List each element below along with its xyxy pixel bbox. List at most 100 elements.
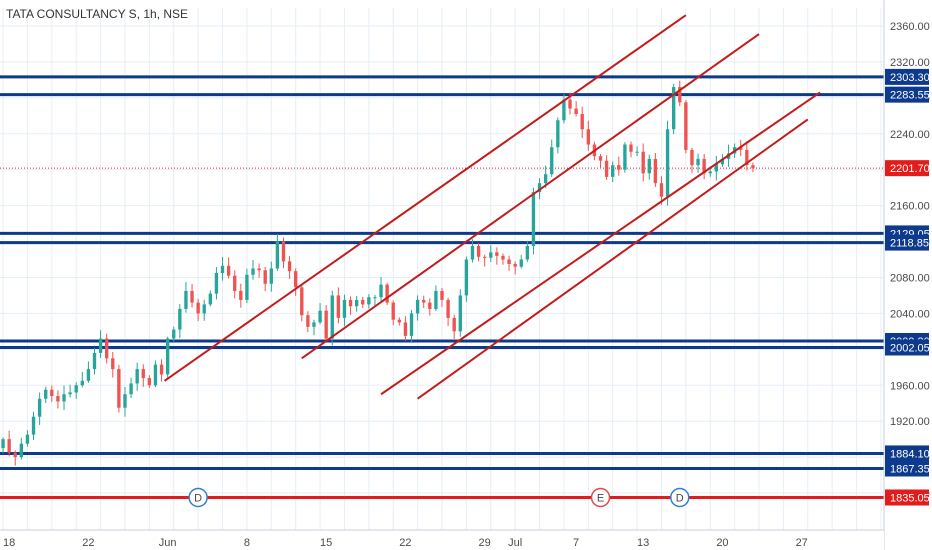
candle-body (92, 352, 97, 370)
price-tick-label: 2040.00 (890, 308, 930, 320)
price-tick-label: 1960.00 (890, 380, 930, 392)
candle-body (98, 338, 103, 353)
candle-body (129, 383, 133, 395)
candle-body (580, 113, 584, 130)
candle-body (574, 108, 578, 114)
candle-body (647, 158, 651, 174)
candle-body (318, 310, 322, 323)
candle-body (452, 317, 456, 332)
price-tag-label: 2002.05 (890, 342, 930, 354)
candle-body (135, 369, 139, 384)
candle-body (720, 158, 725, 165)
candle-body (196, 302, 200, 314)
candle-body (415, 299, 420, 314)
candle-body (446, 299, 450, 318)
candle-body (1, 439, 5, 449)
candle-body (25, 434, 30, 444)
time-tick-label: 22 (82, 537, 94, 549)
candle-body (684, 102, 688, 150)
candle-body (629, 144, 633, 152)
trend-line[interactable] (164, 14, 687, 382)
candle-body (37, 398, 42, 417)
trend-line[interactable] (380, 91, 821, 396)
candle-body (159, 364, 164, 375)
candle-body (147, 378, 152, 386)
trend-channel-lines[interactable] (164, 14, 821, 400)
candle-body (751, 165, 755, 169)
candle-body (635, 151, 639, 153)
candle-body (123, 394, 127, 408)
candle-body (348, 299, 353, 307)
candle-body (482, 256, 487, 258)
candle-body (312, 322, 316, 327)
candle-body (422, 299, 426, 303)
candle-body (373, 297, 377, 299)
candle-body (702, 158, 706, 174)
price-axis[interactable]: 2360.002320.002280.002240.002200.002160.… (883, 0, 932, 550)
candle-body (513, 264, 517, 267)
candle-body (336, 295, 341, 318)
event-marker-e[interactable] (590, 487, 611, 508)
time-axis[interactable]: 18 22 Jun 8 15 22 29 Jul 7 13 20 27 (0, 529, 884, 550)
candle-body (300, 287, 304, 316)
candle-body (306, 315, 310, 327)
candle-body (464, 259, 469, 296)
chart-grid (0, 8, 884, 530)
price-tag (885, 86, 929, 103)
candle-body (623, 144, 627, 170)
candle-body (111, 358, 115, 370)
candle-body (31, 416, 36, 435)
price-tag (885, 339, 929, 356)
price-tag-label: 2283.55 (890, 90, 930, 102)
candle-body (178, 308, 182, 330)
price-tick-label: 2160.00 (890, 201, 930, 213)
candle-body (367, 297, 371, 305)
price-tag-label: 2118.85 (890, 238, 929, 250)
chart-title: TATA CONSULTANCY S, 1h, NSE (6, 7, 188, 21)
candle-body (13, 452, 17, 458)
candle-body (690, 149, 694, 166)
candle-body (141, 369, 145, 379)
candle-body (568, 99, 572, 109)
candle-body (562, 99, 566, 121)
candle-body (428, 302, 432, 309)
price-tag (885, 460, 929, 477)
event-marker-d[interactable] (670, 487, 690, 508)
candle-body (617, 165, 621, 170)
candle-body (190, 290, 194, 303)
candle-body (105, 338, 109, 359)
time-tick-label: 13 (637, 537, 649, 549)
candle-body (287, 261, 292, 272)
candle-body (739, 147, 743, 150)
candle-body (641, 151, 645, 174)
candle-body (117, 369, 121, 408)
price-tick-label: 2320.00 (890, 57, 930, 69)
event-marker-d[interactable] (188, 487, 208, 508)
candle-body (434, 290, 438, 309)
candle-body (44, 389, 48, 399)
candle-body (324, 310, 328, 339)
candle-body (239, 290, 243, 300)
candle-body (269, 268, 273, 284)
candle-body (245, 274, 249, 300)
candle-body (184, 290, 188, 309)
candle-body (62, 394, 66, 402)
trend-line[interactable] (301, 33, 760, 360)
candle-body (19, 443, 24, 458)
candle-body (665, 129, 670, 197)
price-tag (885, 160, 929, 177)
event-marker-label: D (676, 492, 684, 504)
price-tag (885, 68, 929, 85)
candle-body (385, 284, 389, 303)
candle-body (586, 129, 590, 145)
trend-line[interactable] (417, 118, 809, 400)
candle-body (708, 171, 712, 174)
horizontal-levels[interactable] (0, 75, 884, 499)
candle-body (519, 259, 523, 267)
candle-body (397, 319, 402, 323)
candle-body (550, 147, 554, 175)
candle-body (745, 149, 749, 166)
